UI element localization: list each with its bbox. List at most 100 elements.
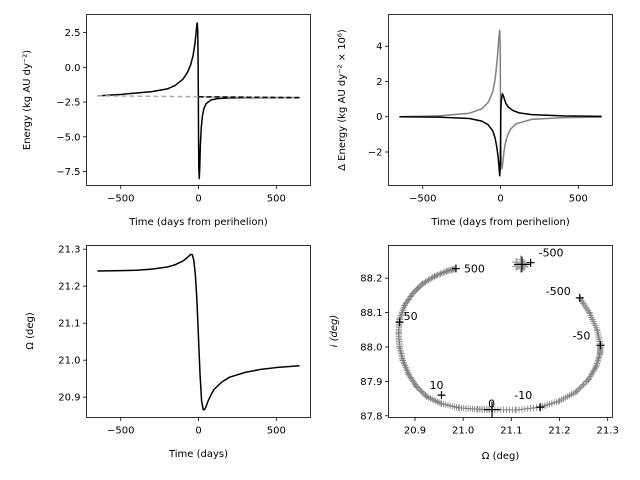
inclination-track-marker (595, 354, 603, 361)
inclination-track-marker (401, 360, 408, 368)
energy-y-tick-label: 2.5 (65, 28, 81, 39)
inclination-track-marker (400, 304, 408, 311)
inclination-track-marker (576, 385, 583, 393)
omega-y-tick-label: 21.1 (58, 319, 80, 330)
delta-energy-x-label: Time (days from perihelion) (430, 217, 570, 228)
energy-y-tick-label: 0.0 (65, 63, 81, 74)
omega-y-tick-label: 21.3 (58, 245, 80, 256)
inclination-y-label: i (deg) (329, 315, 340, 348)
omega-axes-frame (86, 245, 311, 418)
inclination-track-marker (399, 307, 406, 314)
inclination-marker-label: -500 (539, 247, 564, 260)
inclination-track-marker (438, 269, 446, 277)
inclination-track-marker (422, 392, 429, 399)
inclination-track-marker (594, 357, 602, 364)
inclination-marker-label: 500 (464, 263, 485, 276)
inclination-label-marker (513, 256, 530, 273)
inclination-track-marker (396, 345, 404, 352)
inclination-track-marker (440, 269, 447, 276)
inclination-marker-label: 10 (429, 379, 443, 392)
inclination-track-marker (595, 355, 602, 363)
energy-x-label: Time (days from perihelion) (128, 217, 268, 228)
inclination-label-marker (395, 318, 404, 327)
inclination-label-marker (575, 293, 584, 302)
inclination-x-tick-label: 20.9 (404, 426, 426, 437)
delta-energy-y-label: Δ Energy (kg AU dy⁻² × 10⁶) (337, 29, 348, 171)
omega-x-tick-label: 500 (267, 426, 286, 437)
inclination-track-marker (593, 360, 601, 367)
omega-y-tick-label: 20.9 (58, 393, 80, 404)
delta-energy-x-tick-label: −500 (409, 194, 436, 205)
inclination-marker-label: 50 (404, 310, 418, 323)
inclination-track-marker (397, 348, 404, 356)
inclination-label-marker (484, 401, 501, 418)
inclination-track-marker (398, 352, 405, 359)
inclination-track-marker (423, 277, 431, 285)
delta-energy-x-tick-label: 0 (497, 194, 503, 205)
omega-x-label: Time (days) (168, 449, 228, 460)
inclination-track-marker (397, 312, 405, 319)
energy-x-tick-label: 500 (267, 194, 286, 205)
inclination-cluster-marker (519, 259, 528, 268)
energy-x-tick-label: −500 (107, 194, 134, 205)
inclination-y-tick-label: 88.1 (360, 308, 382, 319)
inclination-label-marker (526, 258, 535, 267)
omega-y-label: Ω (deg) (25, 312, 36, 350)
inclination-x-tick-label: 21.0 (452, 426, 474, 437)
inclination-cluster-marker (511, 262, 520, 271)
inclination-track-marker (396, 343, 403, 351)
delta-energy-line-delta-energy-gray (399, 29, 602, 170)
energy-axes-frame (86, 14, 311, 186)
inclination-track-marker (580, 381, 587, 388)
inclination-track-marker (573, 388, 580, 395)
inclination-marker-label: -50 (572, 329, 590, 342)
energy-y-tick-label: −2.5 (56, 98, 80, 109)
inclination-track-marker (397, 350, 405, 357)
inclination-track-marker (578, 382, 586, 390)
inclination-track-marker (403, 367, 411, 374)
energy-line-energy (97, 22, 300, 180)
inclination-track-marker (401, 302, 408, 309)
inclination-axes-frame (388, 245, 613, 418)
inclination-track-marker (425, 276, 432, 284)
inclination-track-marker (398, 309, 406, 316)
inclination-y-tick-label: 88.2 (360, 274, 382, 285)
energy-y-tick-label: −7.5 (56, 167, 80, 178)
inclination-track-marker (400, 305, 407, 313)
inclination-track-marker (593, 361, 600, 369)
inclination-track-marker (397, 347, 404, 354)
inclination-track-marker (434, 271, 441, 279)
omega-x-tick-label: 0 (195, 426, 201, 437)
inclination-marker-label: 0 (488, 398, 495, 411)
inclination-track-marker (435, 271, 443, 278)
delta-energy-x-tick-label: 500 (569, 194, 588, 205)
energy-x-tick-label: 0 (195, 194, 201, 205)
energy-y-label: Energy (kg AU dy⁻²) (22, 50, 33, 150)
omega-line-omega (97, 253, 300, 411)
inclination-x-tick-label: 21.2 (548, 426, 570, 437)
inclination-track-marker (399, 357, 407, 364)
omega-y-tick-label: 21.2 (58, 282, 80, 293)
inclination-track-marker (426, 275, 434, 283)
delta-energy-y-tick-label: −2 (368, 148, 383, 159)
inclination-track-marker (400, 359, 407, 366)
inclination-y-tick-label: 88.0 (360, 342, 382, 353)
delta-energy-line-delta-energy-black (399, 93, 602, 177)
energy-panel: −500 0 500 2.5 0.0 −2.5 −5.0 −7.5 Time (days fr… (22, 14, 311, 228)
delta-energy-axes-frame (388, 14, 613, 186)
inclination-track-marker (402, 364, 409, 371)
inclination-label-marker (536, 403, 545, 412)
inclination-track-marker (443, 268, 450, 275)
inclination-x-label: Ω (deg) (482, 451, 520, 462)
delta-energy-y-tick-label: 2 (376, 77, 382, 88)
inclination-label-marker (451, 264, 460, 273)
inclination-cluster-marker (516, 264, 525, 273)
inclination-track-marker (574, 387, 582, 394)
inclination-track-marker (581, 379, 589, 387)
delta-energy-y-tick-label: 4 (376, 42, 382, 53)
energy-line-energy-reference-post (198, 96, 300, 99)
inclination-track-marker (398, 353, 406, 361)
inclination-x-tick-label: 21.1 (500, 426, 522, 437)
inclination-label-marker (437, 391, 446, 400)
